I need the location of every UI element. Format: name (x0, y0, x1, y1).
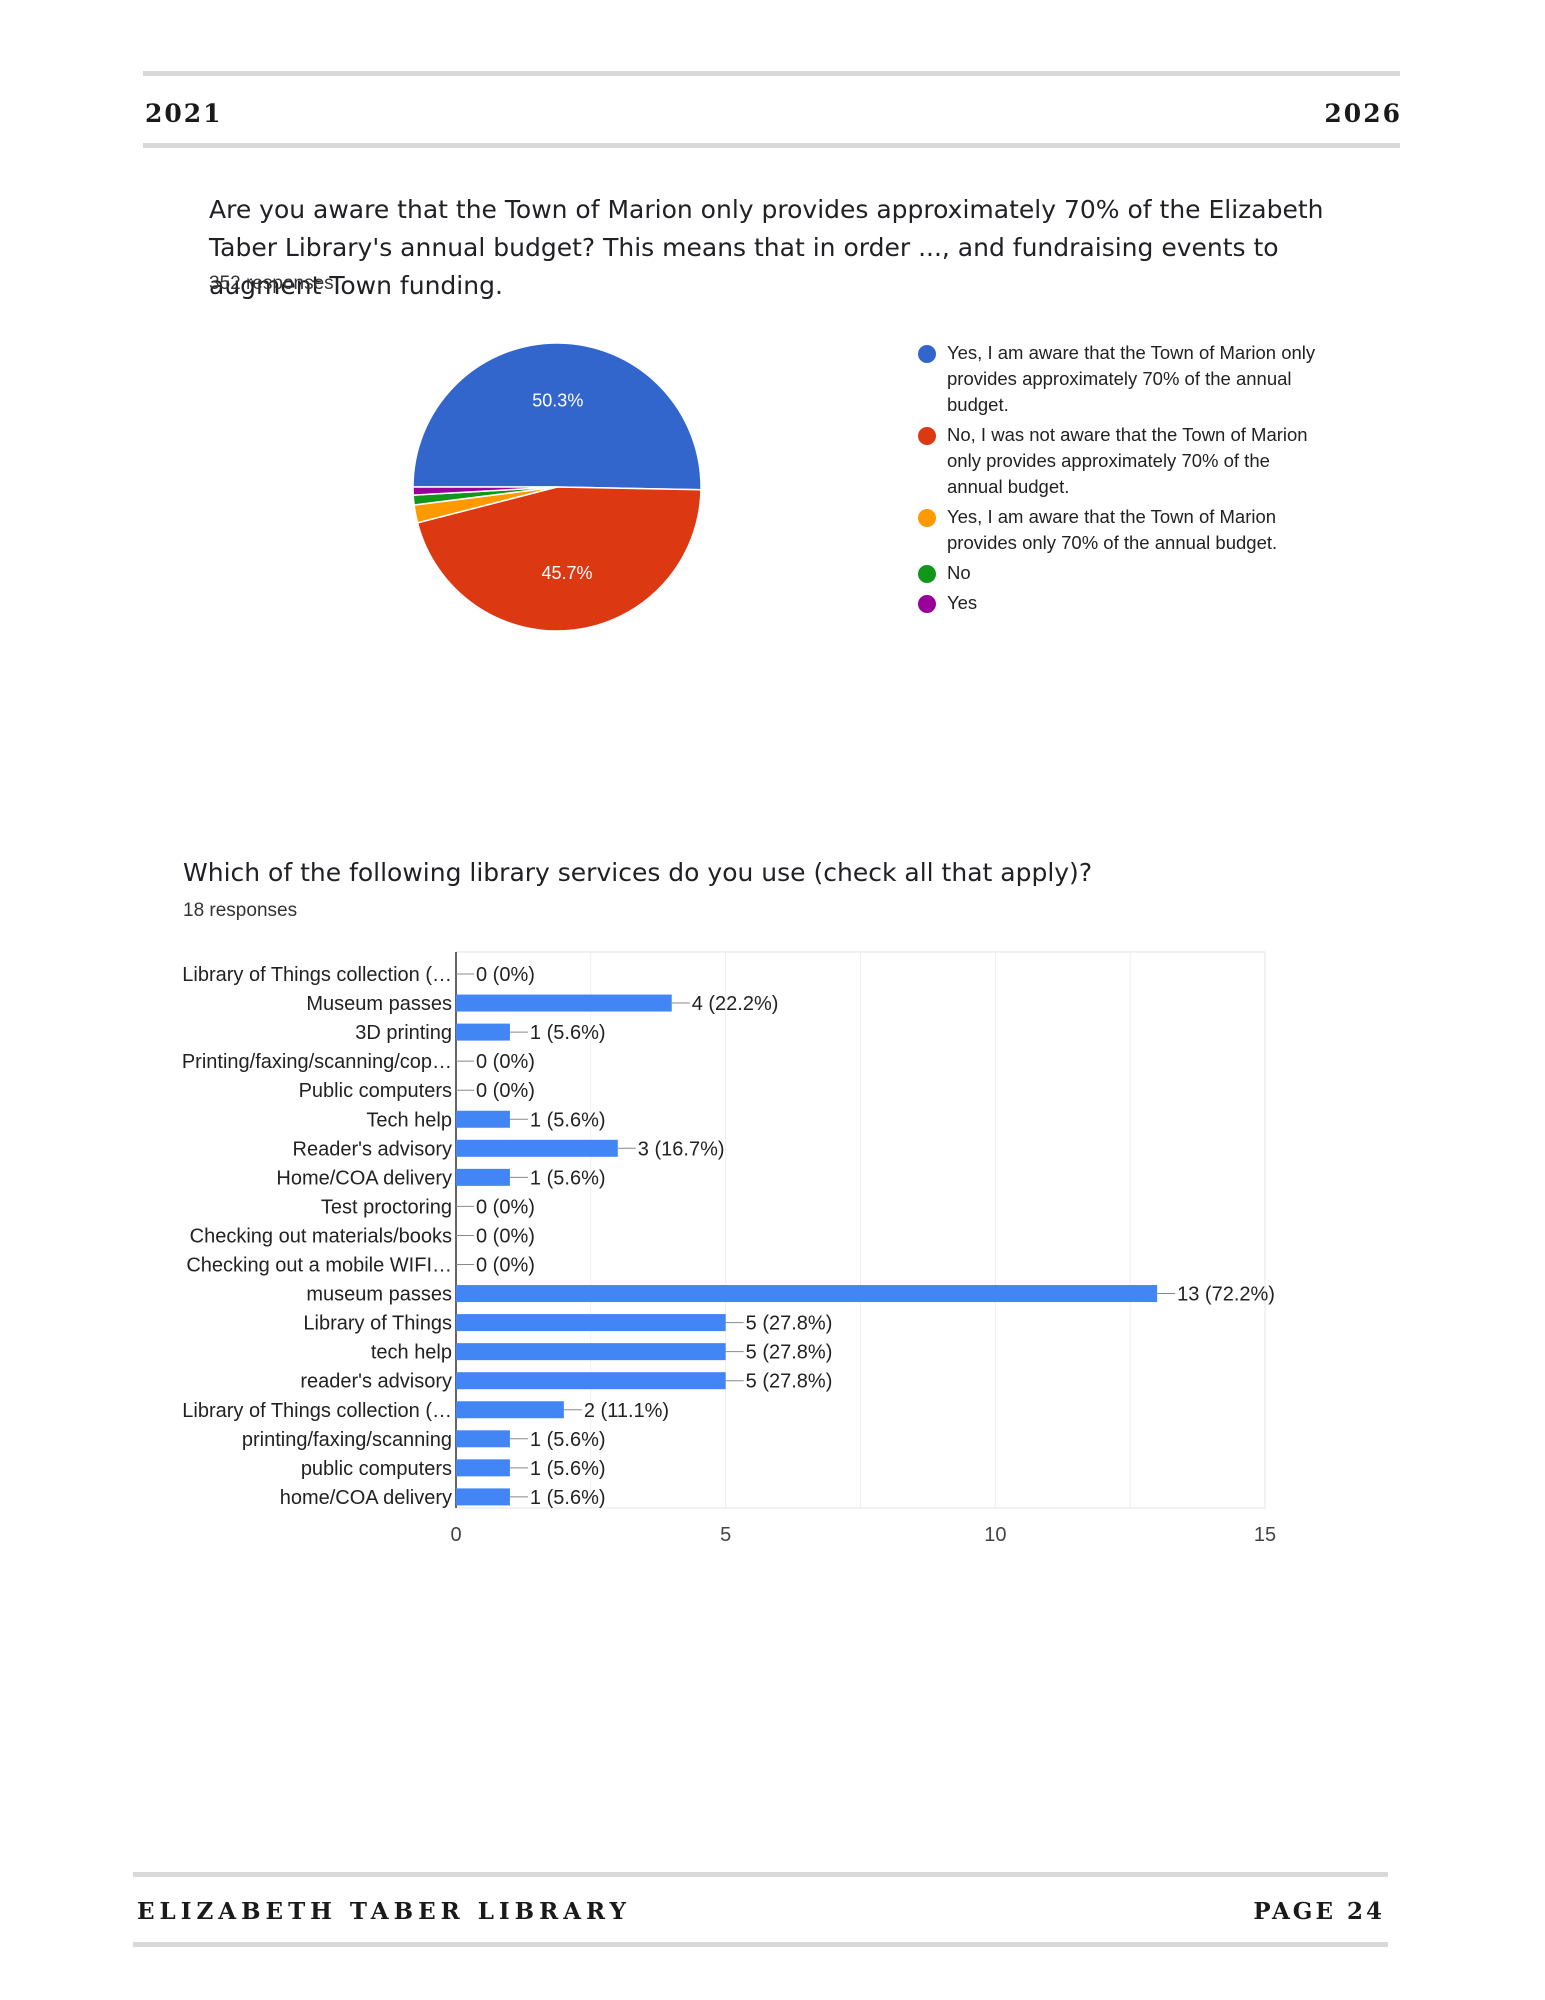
bar-12 (456, 1314, 726, 1332)
bar-category-label-5: Tech help (366, 1109, 452, 1131)
legend-swatch (918, 565, 936, 583)
bar-category-label-6: Reader's advisory (293, 1138, 452, 1160)
pie-legend-item-0: Yes, I am aware that the Town of Marion … (918, 340, 1318, 418)
legend-label: No (947, 562, 971, 583)
bar-value-label-12: 5 (27.8%) (746, 1313, 833, 1335)
pie-slice-label-1: 45.7% (541, 563, 592, 583)
bar-category-label-13: tech help (371, 1342, 452, 1364)
bar-category-label-7: Home/COA delivery (276, 1167, 452, 1189)
pie-legend-item-1: No, I was not aware that the Town of Mar… (918, 422, 1318, 500)
bar-17 (456, 1459, 510, 1477)
bar-value-label-0: 0 (0%) (476, 964, 535, 986)
bar-category-label-3: Printing/faxing/scanning/cop… (182, 1051, 452, 1073)
question1-response-count: 352 responses (209, 273, 334, 294)
pie-legend: Yes, I am aware that the Town of Marion … (918, 340, 1318, 620)
bar-category-label-18: home/COA delivery (280, 1487, 452, 1509)
pie-legend-item-2: Yes, I am aware that the Town of Marion … (918, 504, 1318, 556)
x-tick-label-1: 5 (720, 1524, 731, 1546)
bar-value-label-17: 1 (5.6%) (530, 1458, 606, 1480)
footer-page-number: PAGE 24 (1253, 1898, 1385, 1925)
bar-value-label-3: 0 (0%) (476, 1051, 535, 1073)
pie-slice-0 (412, 342, 702, 491)
bar-14 (456, 1372, 726, 1390)
header-top-rule (143, 71, 1400, 76)
header-year-start: 2021 (145, 99, 223, 128)
pie-legend-item-3: No (918, 560, 1318, 586)
bar-category-label-12: Library of Things (303, 1313, 452, 1335)
x-tick-label-0: 0 (450, 1524, 461, 1546)
bar-category-label-17: public computers (301, 1458, 452, 1480)
bar-category-label-0: Library of Things collection (… (182, 964, 452, 986)
bar-category-label-15: Library of Things collection (… (182, 1400, 452, 1422)
bar-16 (456, 1430, 510, 1448)
legend-swatch (918, 595, 936, 613)
bar-11 (456, 1285, 1158, 1303)
bar-value-label-16: 1 (5.6%) (530, 1429, 606, 1451)
bar-marks: 0 (0%) 4 (22.2%) 1 (5.6%) 0 (0%) 0 (0%) 1 (5.… (456, 964, 1275, 1509)
legend-swatch (918, 509, 936, 527)
bar-category-label-10: Checking out a mobile WIFI… (186, 1255, 452, 1277)
bar-value-label-11: 13 (72.2%) (1177, 1284, 1275, 1306)
footer-bottom-rule (133, 1942, 1388, 1947)
pie-chart: 50.3% 45.7% (412, 342, 702, 632)
bar-2 (456, 1023, 510, 1041)
bar-value-label-9: 0 (0%) (476, 1225, 535, 1247)
pie-legend-item-4: Yes (918, 590, 1318, 616)
bar-category-label-1: Museum passes (306, 993, 452, 1015)
pie-slice-4 (412, 486, 558, 496)
bar-value-label-10: 0 (0%) (476, 1255, 535, 1277)
bar-1 (456, 994, 672, 1012)
bar-category-label-9: Checking out materials/books (190, 1225, 452, 1247)
bar-value-label-14: 5 (27.8%) (746, 1371, 833, 1393)
pie-slice-1 (416, 486, 702, 632)
header-bottom-rule (143, 143, 1400, 148)
legend-swatch (918, 345, 936, 363)
bar-category-label-11: museum passes (306, 1284, 452, 1306)
bar-6 (456, 1139, 618, 1157)
question1-title: Are you aware that the Town of Marion on… (209, 195, 1324, 300)
bar-value-label-2: 1 (5.6%) (530, 1022, 606, 1044)
legend-label: Yes, I am aware that the Town of Marion … (947, 342, 1316, 415)
footer-top-rule (133, 1872, 1388, 1877)
footer-library-name: ELIZABETH TABER LIBRARY (137, 1898, 631, 1925)
legend-label: Yes, I am aware that the Town of Marion … (947, 506, 1278, 553)
x-tick-label-2: 10 (984, 1524, 1006, 1546)
bar-15 (456, 1401, 564, 1419)
bar-value-label-8: 0 (0%) (476, 1196, 535, 1218)
bar-tick-labels: 0 5 10 15 (450, 1524, 1276, 1546)
pie-slices (412, 342, 702, 632)
bar-category-label-2: 3D printing (355, 1022, 452, 1044)
bar-18 (456, 1488, 510, 1506)
bar-category-labels: Library of Things collection (… Museum pa… (182, 964, 452, 1509)
question2-response-count: 18 responses (183, 900, 298, 921)
bar-category-label-16: printing/faxing/scanning (242, 1429, 452, 1451)
bar-value-label-13: 5 (27.8%) (746, 1342, 833, 1364)
bar-value-label-15: 2 (11.1%) (584, 1400, 669, 1422)
pie-slice-label-0: 50.3% (532, 391, 583, 411)
bar-category-label-8: Test proctoring (321, 1196, 452, 1218)
bar-category-label-4: Public computers (299, 1080, 452, 1102)
legend-label: Yes (947, 592, 978, 613)
bar-category-label-14: reader's advisory (300, 1371, 452, 1393)
bar-value-label-5: 1 (5.6%) (530, 1109, 606, 1131)
bar-value-label-1: 4 (22.2%) (692, 993, 779, 1015)
question2-title: Which of the following library services … (183, 858, 1093, 887)
pie-labels: 50.3% 45.7% (532, 391, 592, 583)
bar-value-label-7: 1 (5.6%) (530, 1167, 606, 1189)
legend-swatch (918, 427, 936, 445)
bar-chart: 0 (0%) 4 (22.2%) 1 (5.6%) 0 (0%) 0 (0%) 1 (5.… (182, 951, 1276, 1546)
bar-value-label-18: 1 (5.6%) (530, 1487, 606, 1509)
x-tick-label-3: 15 (1254, 1524, 1276, 1546)
header-year-end: 2026 (1324, 99, 1402, 128)
bar-value-label-4: 0 (0%) (476, 1080, 535, 1102)
bar-7 (456, 1168, 510, 1186)
bar-13 (456, 1343, 726, 1361)
bar-value-label-6: 3 (16.7%) (638, 1138, 725, 1160)
bar-5 (456, 1110, 510, 1128)
legend-label: No, I was not aware that the Town of Mar… (947, 424, 1308, 497)
